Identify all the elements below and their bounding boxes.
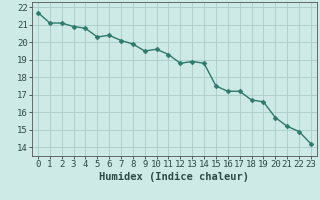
X-axis label: Humidex (Indice chaleur): Humidex (Indice chaleur): [100, 172, 249, 182]
